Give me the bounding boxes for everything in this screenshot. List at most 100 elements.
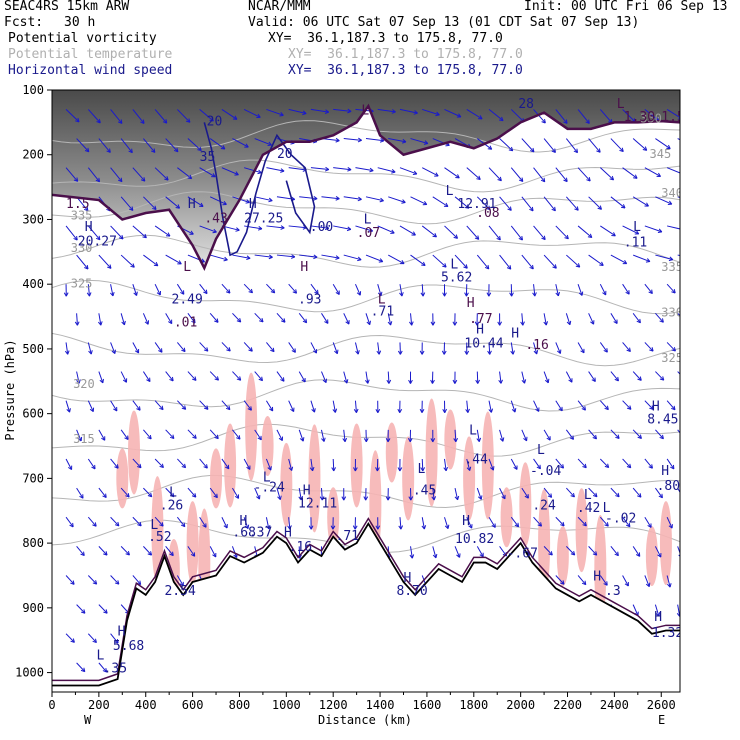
- wind-vector-head: [343, 379, 349, 384]
- wind-vector-head: [311, 408, 316, 413]
- wind-vector-head: [280, 168, 285, 173]
- wind-vector: [98, 254, 112, 269]
- wind-vector: [476, 546, 484, 558]
- wind-vector: [365, 196, 384, 202]
- wind-vector-head: [453, 234, 458, 239]
- wind-vector-head: [378, 258, 384, 263]
- wind-vector: [432, 138, 450, 146]
- wind-vector: [65, 400, 71, 413]
- wind-speed-label: 8.45: [647, 412, 678, 427]
- wind-vector: [466, 458, 471, 471]
- wind-vector-head: [476, 175, 481, 181]
- wind-vector-head: [692, 256, 696, 260]
- pv-label: .07: [357, 226, 380, 241]
- wind-vector-head: [270, 288, 276, 294]
- wind-vector: [177, 109, 191, 123]
- wind-vector: [454, 429, 457, 442]
- wind-speed-label: 2.54: [164, 584, 195, 599]
- wind-speed-label: L: [469, 423, 477, 438]
- wind-vector-head: [656, 172, 661, 177]
- wind-vector: [365, 138, 384, 142]
- wind-vector: [399, 167, 418, 175]
- wind-vector: [132, 167, 146, 182]
- wind-vector: [276, 429, 283, 441]
- wind-vector-head: [128, 148, 133, 154]
- wind-vector-head: [130, 263, 135, 268]
- wind-vector: [266, 225, 285, 229]
- wind-vector: [265, 458, 272, 471]
- wind-vector-head: [626, 347, 631, 353]
- wind-speed-label: 12.91: [457, 197, 496, 212]
- wind-vector: [555, 575, 565, 585]
- wind-vector: [165, 546, 174, 556]
- wind-vector-head: [682, 376, 686, 380]
- wind-vector: [288, 458, 293, 471]
- wind-vector-head: [645, 582, 651, 588]
- wind-vector-head: [180, 522, 186, 528]
- wind-vector: [677, 487, 680, 494]
- wind-vector-head: [147, 492, 153, 498]
- field-wind-name: Horizontal wind speed: [8, 63, 173, 78]
- wind-vector-head: [79, 494, 84, 499]
- wind-vector: [510, 516, 519, 528]
- pv-shading-low-level: [385, 422, 398, 483]
- wind-vector: [154, 342, 163, 353]
- wind-vector-head: [634, 230, 640, 235]
- wind-vector: [76, 196, 89, 212]
- wind-vector-head: [511, 408, 517, 413]
- wind-vector: [632, 546, 641, 557]
- theta-label: 330: [661, 306, 683, 320]
- wind-vector: [76, 662, 86, 672]
- fcst-label: Fcst:: [4, 15, 44, 30]
- wind-vector-head: [479, 552, 484, 558]
- wind-vector: [76, 429, 82, 442]
- wind-speed-label: L: [169, 486, 177, 501]
- wind-vector-head: [499, 116, 504, 122]
- pv-shading-low-level: [659, 501, 672, 586]
- wind-vector: [143, 546, 152, 556]
- wind-vector: [444, 108, 462, 118]
- wind-vector-head: [292, 289, 298, 294]
- wind-vector: [187, 429, 197, 439]
- wind-vector: [610, 313, 618, 324]
- theta-label: 345: [650, 147, 672, 161]
- wind-vector-head: [635, 552, 641, 557]
- wind-vector: [143, 429, 152, 440]
- wind-vector: [565, 138, 578, 153]
- wind-vector-head: [578, 291, 584, 296]
- wind-vector: [432, 254, 447, 268]
- wind-vector-head: [690, 143, 694, 146]
- wind-vector-head: [128, 206, 134, 211]
- wind-vector: [98, 313, 102, 326]
- wind-vector: [555, 342, 561, 354]
- wind-vector-head: [604, 405, 609, 411]
- wind-vector: [154, 167, 169, 181]
- wind-vector-head: [401, 138, 407, 144]
- wind-vector-head: [691, 199, 695, 203]
- wind-vector-head: [197, 146, 202, 152]
- wind-vector: [199, 342, 209, 352]
- wind-vector-head: [324, 225, 330, 231]
- x-tick-label: 1400: [366, 698, 395, 712]
- wind-vector: [354, 400, 357, 413]
- wind-vector-head: [125, 493, 130, 498]
- wind-vector-head: [642, 146, 648, 151]
- wind-vector-head: [657, 553, 662, 558]
- wind-vector: [655, 138, 671, 150]
- wind-vector-head: [267, 141, 272, 147]
- wind-vector: [110, 284, 114, 297]
- wind-vector-head: [430, 321, 436, 326]
- wind-vector-head: [615, 492, 620, 498]
- wind-vector-head: [140, 119, 145, 124]
- wind-vector-head: [191, 493, 197, 498]
- wind-vector: [565, 487, 575, 498]
- wind-vector: [177, 458, 186, 469]
- wind-vector: [476, 487, 482, 500]
- wind-speed-label: 27.25: [244, 212, 283, 227]
- x-tick-label: 2000: [506, 698, 535, 712]
- wind-vector: [499, 196, 512, 211]
- wind-vector-head: [309, 466, 315, 472]
- wind-vector: [666, 517, 673, 529]
- wind-vector: [177, 400, 187, 410]
- wind-vector: [265, 517, 270, 530]
